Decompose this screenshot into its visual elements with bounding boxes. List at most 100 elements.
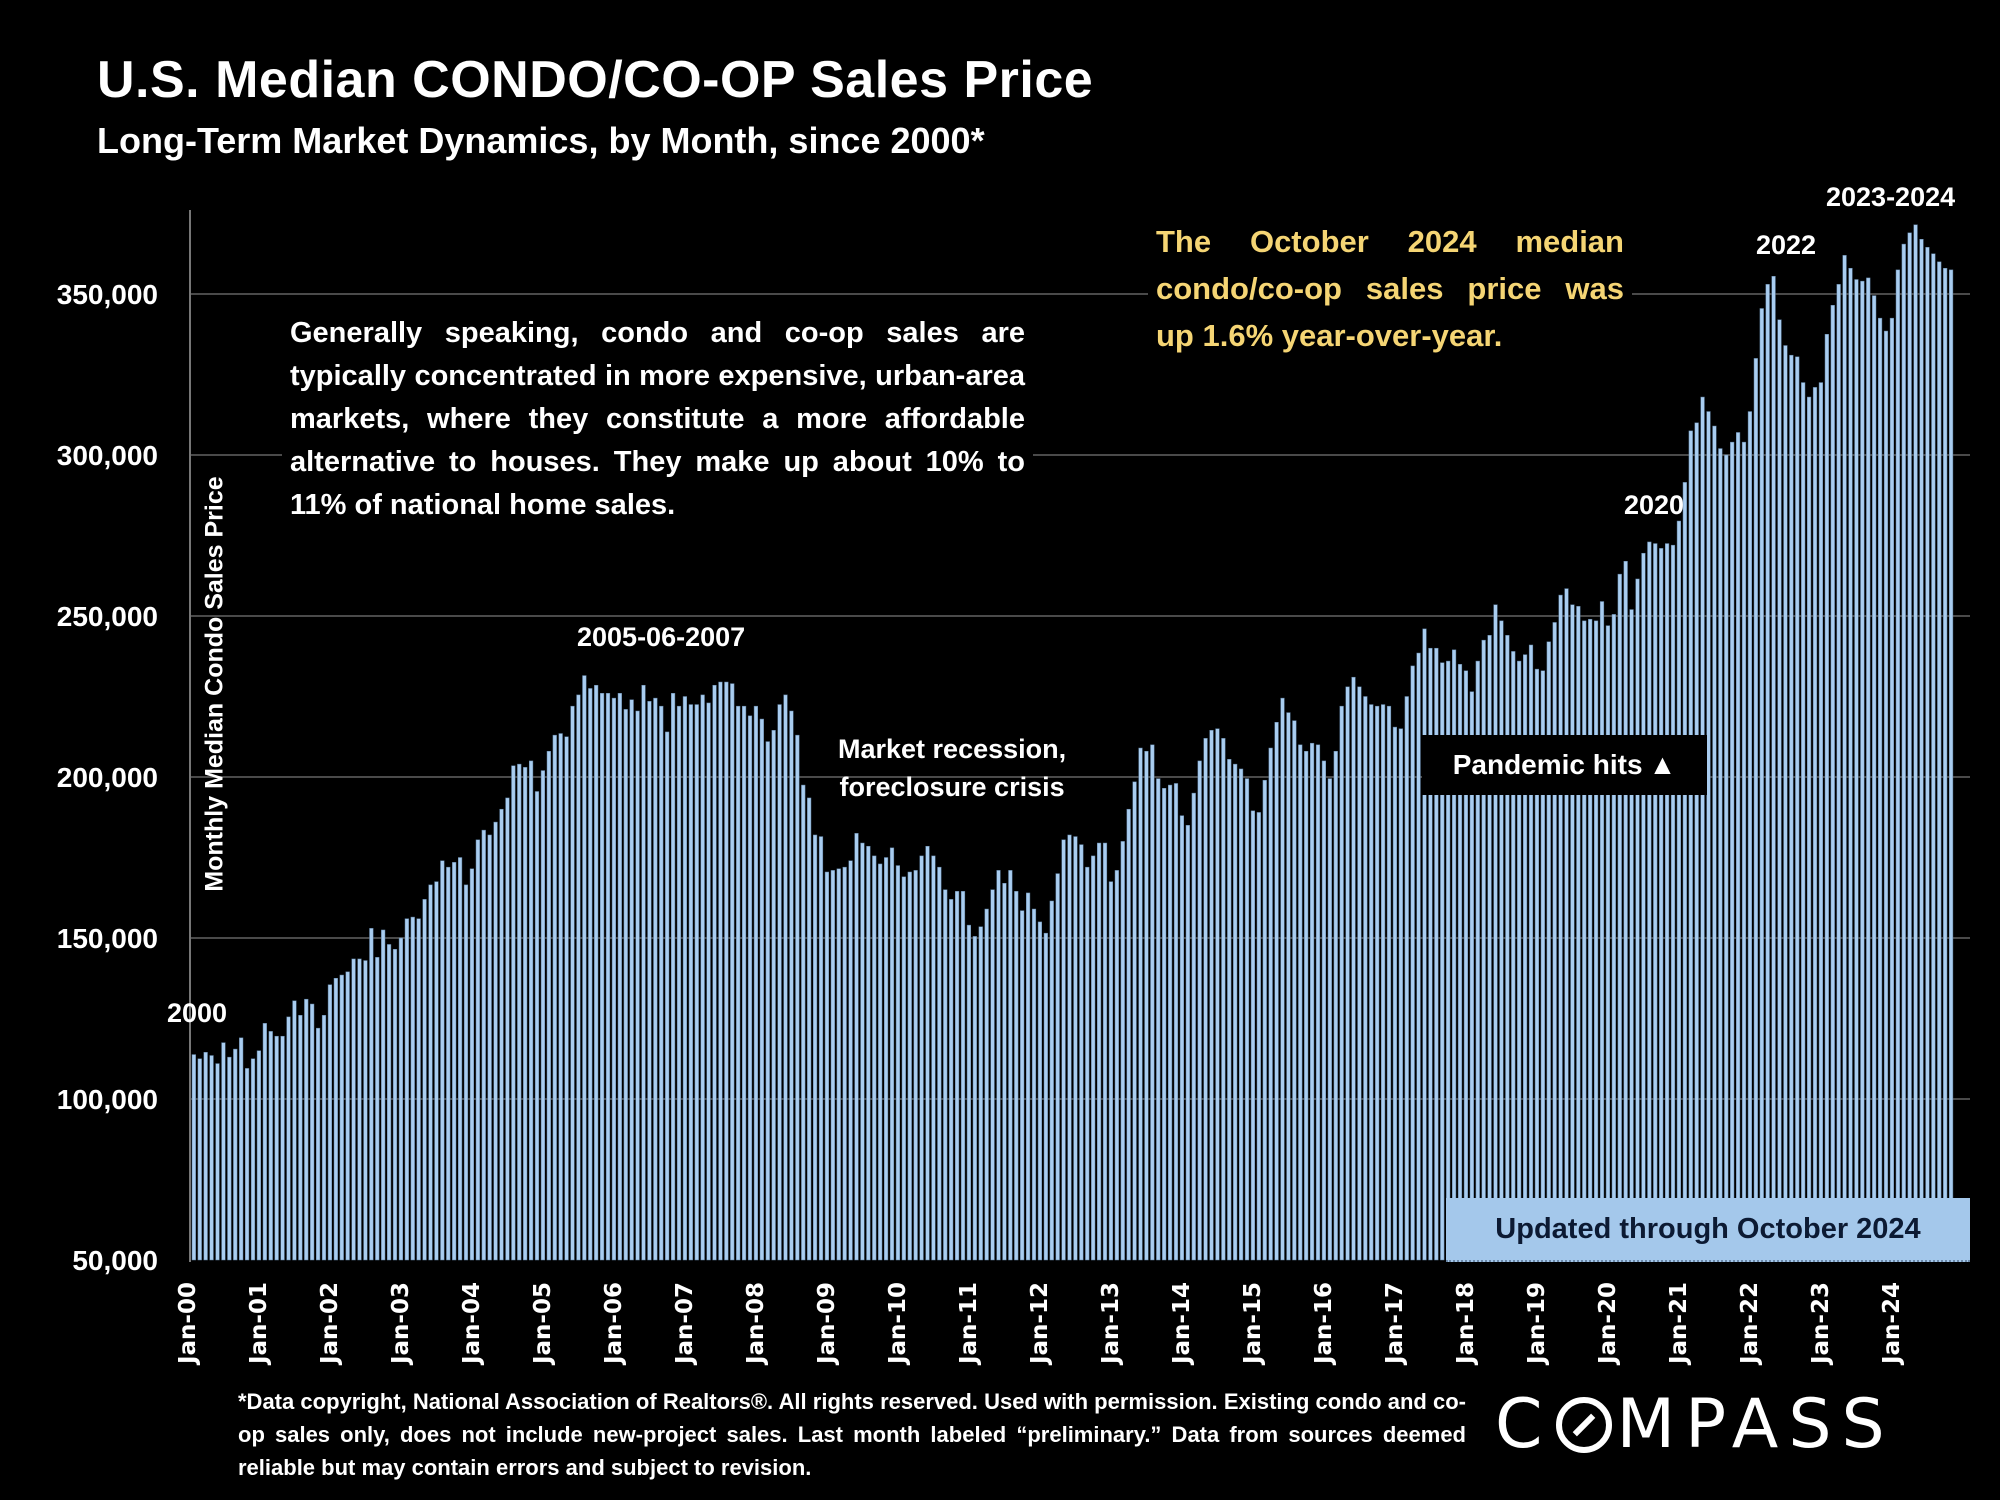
bar: [1102, 842, 1108, 1261]
annotation-2000: 2000: [167, 998, 228, 1028]
bar: [493, 821, 498, 1261]
bar: [1564, 588, 1569, 1261]
bar: [262, 1023, 267, 1261]
logo-text-c: C: [1495, 1385, 1553, 1464]
annotation-recession-line2: foreclosure crisis: [839, 772, 1065, 802]
bar: [292, 1000, 297, 1261]
bar: [913, 870, 918, 1261]
bar: [747, 715, 753, 1261]
bar: [1700, 396, 1705, 1261]
bar: [410, 916, 415, 1261]
bar: [978, 926, 983, 1261]
pandemic-label: Pandemic hits: [1452, 749, 1643, 780]
bar: [860, 842, 865, 1261]
bar: [1789, 354, 1794, 1261]
bar: [398, 937, 403, 1261]
bar: [1505, 635, 1510, 1261]
bar: [777, 704, 782, 1261]
bar: [316, 1027, 321, 1261]
bar: [1795, 356, 1800, 1261]
bar: [511, 765, 516, 1261]
bar: [1907, 232, 1912, 1261]
bar: [759, 718, 764, 1261]
bar: [1931, 253, 1936, 1261]
bar: [582, 675, 587, 1261]
bar: [1120, 841, 1125, 1261]
bar: [475, 839, 480, 1261]
bar: [1605, 625, 1610, 1261]
bar: [197, 1058, 202, 1261]
footnote: *Data copyright, National Association of…: [238, 1389, 1466, 1480]
bar: [1398, 728, 1403, 1261]
bar: [1227, 759, 1232, 1261]
bar: [1913, 224, 1918, 1261]
bar: [1759, 308, 1764, 1261]
bar: [901, 876, 906, 1261]
bar: [1008, 870, 1013, 1261]
bar: [1830, 305, 1835, 1261]
bar: [1108, 881, 1113, 1261]
bar: [1085, 866, 1090, 1261]
bar: [375, 957, 380, 1261]
bar: [1315, 744, 1321, 1261]
bar: [351, 958, 356, 1261]
bar: [416, 918, 421, 1261]
bar: [280, 1035, 285, 1261]
bar: [1771, 276, 1776, 1261]
bar: [1842, 255, 1847, 1261]
bar: [1280, 697, 1285, 1261]
bar: [1327, 778, 1332, 1261]
bar: [1037, 921, 1042, 1261]
bar: [1250, 810, 1255, 1261]
bar: [1647, 541, 1652, 1261]
bar: [191, 1054, 196, 1261]
bar: [1440, 662, 1445, 1261]
bar: [878, 863, 883, 1261]
bar: [446, 866, 451, 1261]
bar: [1706, 411, 1711, 1261]
bar: [1765, 284, 1770, 1261]
x-tick-label: Jan-15: [1240, 1282, 1266, 1366]
bar: [807, 797, 812, 1261]
compass-logo: C MPASS: [1495, 1385, 1895, 1464]
bar: [1937, 261, 1942, 1261]
bar: [990, 889, 995, 1261]
bar: [1872, 295, 1877, 1261]
bar: [422, 899, 427, 1261]
bar: [1481, 639, 1486, 1261]
bar: [1670, 544, 1676, 1261]
bar: [523, 767, 528, 1261]
bar: [1629, 609, 1634, 1261]
bar: [1203, 738, 1208, 1261]
bar: [1653, 543, 1658, 1261]
x-tick-label: Jan-00: [175, 1282, 201, 1366]
bar: [345, 971, 350, 1261]
logo-text-rest: MPASS: [1616, 1385, 1895, 1464]
bar: [1168, 784, 1173, 1261]
bar: [233, 1048, 238, 1261]
bar: [1860, 280, 1865, 1261]
bar: [576, 694, 581, 1261]
bar: [730, 683, 735, 1261]
bar: [813, 834, 818, 1261]
bar: [1150, 744, 1155, 1261]
bar: [1747, 411, 1752, 1261]
bar: [1339, 705, 1344, 1261]
bar: [1304, 750, 1309, 1261]
bar: [955, 891, 960, 1261]
bar: [1114, 870, 1119, 1261]
bar: [1369, 704, 1374, 1261]
bar: [671, 693, 676, 1261]
bar: [1641, 552, 1646, 1261]
bar: [818, 836, 824, 1261]
bar: [529, 760, 534, 1261]
x-tick-label: Jan-24: [1879, 1282, 1905, 1366]
bar: [1694, 422, 1699, 1261]
bar: [1594, 620, 1599, 1261]
y-tick-label: 350,000: [57, 279, 158, 310]
bar: [1156, 778, 1161, 1261]
pandemic-callout: Pandemic hits ▲: [1422, 735, 1707, 795]
x-tick-label: Jan-12: [1027, 1282, 1053, 1366]
bar: [789, 710, 794, 1261]
